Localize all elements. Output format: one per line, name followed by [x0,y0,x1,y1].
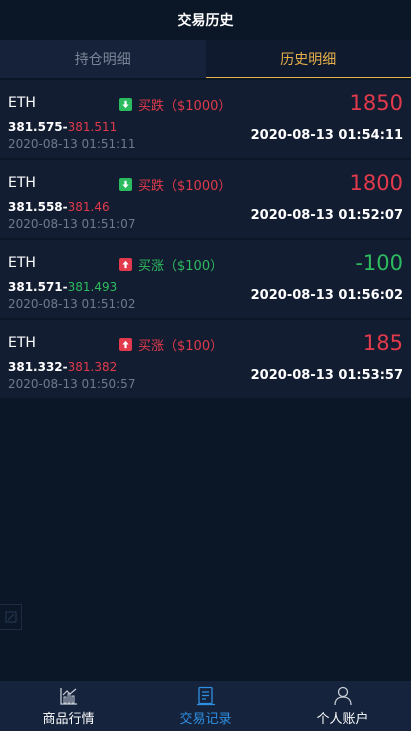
nav-market-label: 商品行情 [42,711,95,727]
record-open-time: 2020-08-13 01:50:57 [8,377,136,391]
record-prices: 381.571-381.493 [8,280,117,294]
arrow-up-icon [119,338,132,351]
page-title: 交易历史 [177,13,234,29]
record-close-time: 2020-08-13 01:52:07 [250,208,403,223]
arrow-down-icon [119,98,132,111]
history-list: ETH 买跌（$1000） 381.575-381.511 2020-08-13… [0,80,411,398]
nav-market[interactable]: 商品行情 [0,681,137,731]
record-pnl: 1850 [349,91,403,115]
record-prices: 381.575-381.511 [8,120,117,134]
record-close-price: 381.493 [67,280,118,294]
tab-history-label: 历史明细 [280,52,337,68]
record-close-price: 381.511 [67,120,118,134]
record-open-time: 2020-08-13 01:51:07 [8,217,136,231]
history-record[interactable]: ETH 买涨（$100） 381.571-381.493 2020-08-13 … [0,240,411,318]
tab-history[interactable]: 历史明细 [205,40,411,78]
record-open-time: 2020-08-13 01:51:02 [8,297,136,311]
record-open-price: 381.332- [8,360,68,374]
record-direction: 买涨（$100） [119,255,223,274]
record-close-time: 2020-08-13 01:54:11 [250,128,403,143]
bottom-nav: 商品行情 交易记录 个人账户 [0,681,411,731]
record-symbol: ETH [8,255,36,271]
record-direction-label: 买跌（$1000） [138,99,232,114]
record-direction: 买跌（$1000） [119,175,231,194]
arrow-down-icon [119,178,132,191]
history-record[interactable]: ETH 买跌（$1000） 381.558-381.46 2020-08-13 … [0,160,411,238]
record-symbol: ETH [8,335,36,351]
record-prices: 381.558-381.46 [8,200,110,214]
nav-records-label: 交易记录 [179,711,232,727]
tab-bar: 持仓明细 历史明细 [0,40,411,78]
nav-records[interactable]: 交易记录 [137,681,274,731]
record-pnl: 185 [362,331,403,355]
record-symbol: ETH [8,95,36,111]
record-pnl: -100 [355,251,403,275]
tab-positions[interactable]: 持仓明细 [0,40,206,78]
nav-account-label: 个人账户 [316,711,369,727]
record-direction-label: 买涨（$100） [138,339,224,354]
record-open-time: 2020-08-13 01:51:11 [8,137,136,151]
record-symbol: ETH [8,175,36,191]
record-close-price: 381.382 [67,360,118,374]
floating-edit-button[interactable] [0,604,22,630]
record-direction-label: 买跌（$1000） [138,179,232,194]
arrow-up-icon [119,258,132,271]
record-open-price: 381.571- [8,280,68,294]
record-open-price: 381.558- [8,200,68,214]
record-pnl: 1800 [349,171,403,195]
record-close-price: 381.46 [67,200,110,214]
record-direction: 买跌（$1000） [119,95,231,114]
page-header: 交易历史 [0,0,411,40]
history-record[interactable]: ETH 买跌（$1000） 381.575-381.511 2020-08-13… [0,80,411,158]
record-direction: 买涨（$100） [119,335,223,354]
record-prices: 381.332-381.382 [8,360,117,374]
nav-account[interactable]: 个人账户 [274,681,411,731]
history-record[interactable]: ETH 买涨（$100） 381.332-381.382 2020-08-13 … [0,320,411,398]
chart-icon [59,687,77,705]
record-close-time: 2020-08-13 01:56:02 [250,288,403,303]
record-open-price: 381.575- [8,120,68,134]
tab-positions-label: 持仓明细 [74,52,131,68]
record-close-time: 2020-08-13 01:53:57 [250,368,403,383]
edit-icon [5,611,16,623]
record-direction-label: 买涨（$100） [138,259,224,274]
record-icon [196,686,215,705]
user-icon [333,686,352,705]
